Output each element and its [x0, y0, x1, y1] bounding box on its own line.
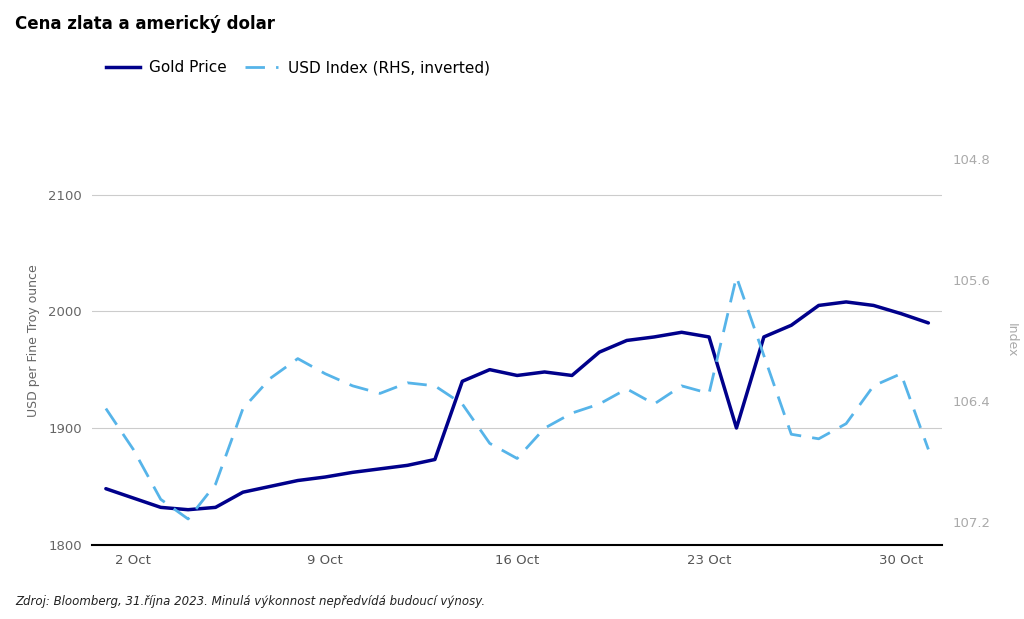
Y-axis label: Index: Index: [1005, 323, 1018, 358]
Text: Zdroj: Bloomberg, 31.října 2023. Minulá výkonnost nepředvídá budoucí výnosy.: Zdroj: Bloomberg, 31.října 2023. Minulá …: [15, 595, 485, 608]
Y-axis label: USD per Fine Troy ounce: USD per Fine Troy ounce: [27, 264, 40, 417]
Text: Cena zlata a americký dolar: Cena zlata a americký dolar: [15, 15, 275, 33]
Legend: Gold Price, USD Index (RHS, inverted): Gold Price, USD Index (RHS, inverted): [99, 54, 496, 81]
